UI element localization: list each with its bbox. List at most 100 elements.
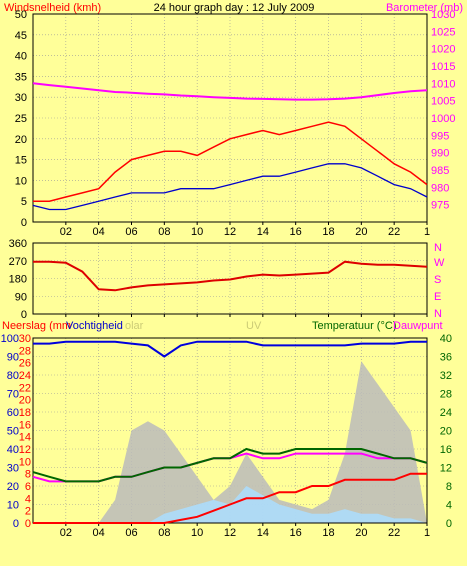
rain-y-tick-28: 28 xyxy=(19,345,31,357)
compass-label-N-0: N xyxy=(434,242,442,254)
x-tick-label-22: 22 xyxy=(388,527,400,539)
rain-y-tick-18: 18 xyxy=(19,407,31,419)
series-gust xyxy=(33,121,428,202)
humidity-y-tick-80: 80 xyxy=(7,370,19,382)
series-solar xyxy=(33,361,427,523)
rain-y-tick-8: 8 xyxy=(25,469,31,481)
barometer-y-tick-1030: 1030 xyxy=(431,9,455,21)
compass-label-E-3: E xyxy=(434,291,441,303)
x-tick-label-10: 10 xyxy=(191,226,203,238)
humidity-y-tick-90: 90 xyxy=(7,352,19,364)
wind-y-tick-5: 5 xyxy=(21,196,27,208)
wind-axis-label: Windsnelheid (kmh) xyxy=(4,2,101,14)
x-tick-label-08: 08 xyxy=(158,226,170,238)
barometer-y-tick-1015: 1015 xyxy=(431,61,455,73)
rain-y-tick-22: 22 xyxy=(19,382,31,394)
x-tick-label-18: 18 xyxy=(322,527,334,539)
x-tick-label-10: 10 xyxy=(191,527,203,539)
temperature-y-tick-8: 8 xyxy=(446,481,452,493)
x-tick-label-22: 22 xyxy=(388,226,400,238)
rain-y-tick-14: 14 xyxy=(19,432,31,444)
x-tick-label-18: 18 xyxy=(322,226,334,238)
temperature-y-tick-32: 32 xyxy=(440,370,452,382)
x-tick-label-08: 08 xyxy=(158,527,170,539)
x-tick-label-16: 16 xyxy=(290,226,302,238)
humidity-y-tick-30: 30 xyxy=(7,463,19,475)
direction-y-tick-270: 270 xyxy=(9,256,27,268)
rain-y-tick-20: 20 xyxy=(19,395,31,407)
wind-y-tick-15: 15 xyxy=(15,155,27,167)
rain-y-tick-2: 2 xyxy=(25,506,31,518)
barometer-y-tick-1000: 1000 xyxy=(431,113,455,125)
barometer-y-tick-980: 980 xyxy=(431,182,449,194)
wind-barometer-panel: 0510152025303540455097598098599099510001… xyxy=(15,9,456,238)
rain-y-tick-6: 6 xyxy=(25,481,31,493)
wind-y-tick-30: 30 xyxy=(15,92,27,104)
x-tick-label-04: 04 xyxy=(93,527,105,539)
humidity-axis-label: Vochtigheid xyxy=(66,320,123,332)
x-tick-label-16: 16 xyxy=(290,527,302,539)
temperature-y-tick-36: 36 xyxy=(440,352,452,364)
dewpoint-axis-label: Dauwpunt xyxy=(393,320,443,332)
series-average-wind xyxy=(32,163,428,211)
humidity-y-tick-60: 60 xyxy=(7,407,19,419)
humidity-y-tick-100: 100 xyxy=(1,333,19,345)
wind-y-tick-35: 35 xyxy=(15,71,27,83)
temperature-y-tick-0: 0 xyxy=(446,518,452,530)
temperature-y-tick-20: 20 xyxy=(440,426,452,438)
humidity-y-tick-20: 20 xyxy=(7,481,19,493)
rain-y-tick-24: 24 xyxy=(19,370,31,382)
solar-axis-label: olar xyxy=(125,320,144,332)
wind-y-tick-50: 50 xyxy=(15,9,27,21)
series-direction xyxy=(33,260,428,292)
x-tick-label-06: 06 xyxy=(125,226,137,238)
x-tick-label-1: 1 xyxy=(424,527,430,539)
temperature-y-tick-4: 4 xyxy=(446,500,452,512)
rain-y-tick-0: 0 xyxy=(25,518,31,530)
direction-y-tick-360: 360 xyxy=(9,238,27,250)
x-tick-label-06: 06 xyxy=(125,527,137,539)
barometer-y-tick-1005: 1005 xyxy=(431,96,455,108)
wind-y-tick-10: 10 xyxy=(15,175,27,187)
rain-y-tick-30: 30 xyxy=(19,333,31,345)
rain-y-tick-12: 12 xyxy=(19,444,31,456)
temperature-y-tick-24: 24 xyxy=(440,407,452,419)
series-rain xyxy=(33,472,427,524)
uv-axis-label: UV xyxy=(246,320,262,332)
chart-title: 24 hour graph day : 12 July 2009 xyxy=(154,2,315,14)
series-temperature xyxy=(32,447,428,483)
direction-y-tick-90: 90 xyxy=(15,291,27,303)
x-tick-label-14: 14 xyxy=(257,527,269,539)
temperature-y-tick-12: 12 xyxy=(440,463,452,475)
compass-label-S-2: S xyxy=(434,274,441,286)
barometer-y-tick-975: 975 xyxy=(431,200,449,212)
rain-humidity-temperature-panel: 0102030405060708090100024681012141618202… xyxy=(1,333,452,539)
humidity-y-tick-50: 50 xyxy=(7,426,19,438)
temperature-y-tick-40: 40 xyxy=(440,333,452,345)
x-tick-label-02: 02 xyxy=(60,527,72,539)
x-tick-label-1: 1 xyxy=(424,226,430,238)
barometer-y-tick-990: 990 xyxy=(431,148,449,160)
humidity-y-tick-40: 40 xyxy=(7,444,19,456)
barometer-axis-label: Barometer (mb) xyxy=(386,2,463,14)
series-barometer xyxy=(32,82,428,101)
rain-axis-label: Neerslag (mm xyxy=(2,320,71,332)
x-tick-label-02: 02 xyxy=(60,226,72,238)
temperature-y-tick-16: 16 xyxy=(440,444,452,456)
temperature-axis-label: Temperatuur (°C) xyxy=(312,320,396,332)
wind-y-tick-40: 40 xyxy=(15,51,27,63)
compass-label-N-4: N xyxy=(434,308,442,320)
wind-y-tick-45: 45 xyxy=(15,30,27,42)
x-tick-label-04: 04 xyxy=(93,226,105,238)
direction-y-tick-180: 180 xyxy=(9,274,27,286)
humidity-y-tick-0: 0 xyxy=(13,518,19,530)
rain-y-tick-16: 16 xyxy=(19,419,31,431)
humidity-y-tick-70: 70 xyxy=(7,389,19,401)
x-tick-label-12: 12 xyxy=(224,226,236,238)
rain-y-tick-26: 26 xyxy=(19,358,31,370)
rain-y-tick-4: 4 xyxy=(25,493,31,505)
x-tick-label-20: 20 xyxy=(355,226,367,238)
barometer-y-tick-1020: 1020 xyxy=(431,44,455,56)
